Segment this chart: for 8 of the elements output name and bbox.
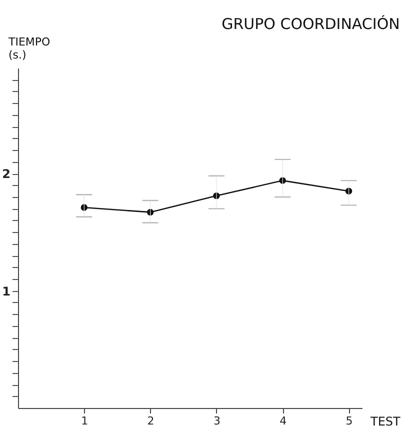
x-tick-label: 1	[81, 414, 88, 428]
chart-title: GRUPO COORDINACIÓN	[222, 15, 400, 33]
x-tick-label: 4	[280, 414, 287, 428]
x-axis-title: TEST	[370, 414, 402, 428]
x-tick-label: 3	[213, 414, 220, 428]
x-tick-label: 5	[346, 414, 353, 428]
x-tick-label: 2	[147, 414, 154, 428]
y-axis-title: TIEMPO (s.)	[8, 36, 51, 62]
